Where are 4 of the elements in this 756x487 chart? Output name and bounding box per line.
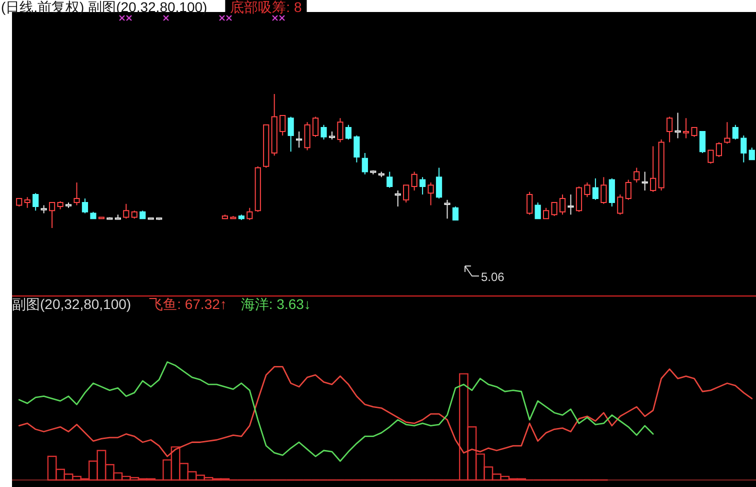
text: 5.06 <box>481 270 505 284</box>
header: 副图(20,32,80,100) 飞鱼: 67.32↑ 海洋: 3.63↓ <box>12 296 311 312</box>
chart-title: (日线,前复权) 副图(20,32,80,100) <box>1 0 208 15</box>
header: (日线,前复权) 副图(20,32,80,100) 底部吸筹: 8 <box>1 0 307 15</box>
